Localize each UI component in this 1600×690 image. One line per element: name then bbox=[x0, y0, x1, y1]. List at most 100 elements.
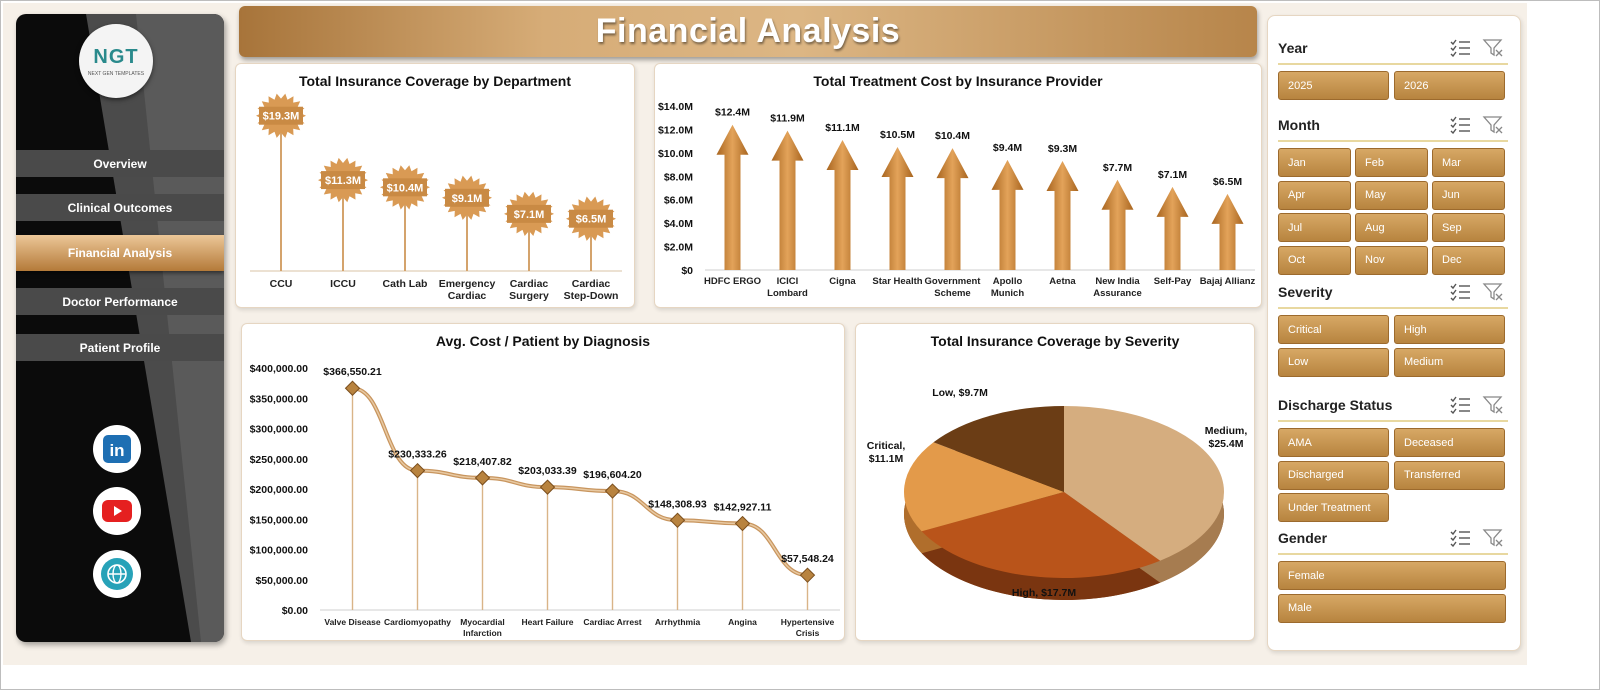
data-point-0 bbox=[344, 380, 361, 396]
slicer-item-month-feb[interactable]: Feb bbox=[1355, 148, 1428, 177]
youtube-button[interactable] bbox=[93, 487, 141, 535]
slicer-item-month-jul[interactable]: Jul bbox=[1278, 213, 1351, 242]
arrow-bar-4 bbox=[936, 148, 969, 270]
y-tick-label-5: $250,000.00 bbox=[250, 454, 309, 466]
data-label-4: $10.4M bbox=[935, 130, 970, 142]
slicer-item-year-2025[interactable]: 2025 bbox=[1278, 71, 1389, 100]
slicer-title-month: Month bbox=[1278, 117, 1320, 133]
slicer-item-discharge-status-discharged[interactable]: Discharged bbox=[1278, 460, 1389, 490]
slicer-item-discharge-status-transferred[interactable]: Transferred bbox=[1394, 460, 1505, 490]
linkedin-button[interactable]: in bbox=[93, 425, 141, 473]
pie-slice-medium bbox=[1064, 406, 1224, 561]
multi-select-icon[interactable] bbox=[1450, 396, 1472, 415]
slicer-divider bbox=[1278, 140, 1508, 142]
provider-cost-chart: $0 $2.0M $4.0M $6.0M $8.0M $10.0M $12.0M $14.0M… bbox=[658, 101, 1256, 299]
data-label-bg-3 bbox=[445, 188, 489, 207]
data-label-0: $12.4M bbox=[715, 107, 750, 119]
category-label-7: Hypertensive bbox=[781, 617, 835, 627]
nav-patient-profile[interactable]: Patient Profile bbox=[16, 334, 224, 361]
y-tick-label-8: $400,000.00 bbox=[250, 363, 309, 375]
clear-filter-icon[interactable] bbox=[1482, 529, 1504, 547]
data-point-3 bbox=[539, 479, 556, 495]
pie-label-high: High, $17.7M bbox=[1012, 587, 1076, 599]
slicer-item-severity-medium[interactable]: Medium bbox=[1394, 347, 1505, 377]
nav-doctor-performance[interactable]: Doctor Performance bbox=[16, 288, 224, 315]
category-label-0: CCU bbox=[270, 278, 293, 290]
slicer-item-month-oct[interactable]: Oct bbox=[1278, 245, 1351, 275]
dashboard-canvas: NGT NEXT GEN TEMPLATES Overview Clinical… bbox=[3, 3, 1527, 665]
slicer-item-month-aug[interactable]: Aug bbox=[1355, 213, 1428, 242]
category-label-7: Assurance bbox=[1093, 288, 1142, 299]
multi-select-icon[interactable] bbox=[1450, 283, 1472, 302]
slicer-item-month-jan[interactable]: Jan bbox=[1278, 148, 1351, 177]
slicer-item-month-sep[interactable]: Sep bbox=[1432, 213, 1505, 242]
clear-filter-icon[interactable] bbox=[1482, 283, 1504, 301]
slicer-item-month-nov[interactable]: Nov bbox=[1355, 245, 1428, 275]
slicer-item-discharge-status-under-treatment[interactable]: Under Treatment bbox=[1278, 493, 1389, 522]
slicer-panel: Year 2025 2026 Month Jan Feb Mar Apr May Jun Jul Au… bbox=[1267, 15, 1521, 651]
slicer-item-gender-female[interactable]: Female bbox=[1278, 561, 1506, 590]
clear-filter-icon[interactable] bbox=[1482, 116, 1504, 134]
slicer-title-severity: Severity bbox=[1278, 284, 1333, 300]
clear-filter-icon[interactable] bbox=[1482, 39, 1504, 57]
y-tick-label-3: $6.0M bbox=[664, 195, 693, 207]
data-label-bg-2 bbox=[383, 178, 427, 197]
series-line-highlight bbox=[352, 387, 808, 576]
category-label-2: Myocardial bbox=[460, 617, 504, 627]
data-label-7: $57,548.24 bbox=[781, 553, 834, 565]
slicer-item-severity-high[interactable]: High bbox=[1394, 315, 1505, 344]
globe-icon bbox=[101, 558, 133, 590]
slicer-item-month-apr[interactable]: Apr bbox=[1278, 180, 1351, 210]
slicer-item-month-jun[interactable]: Jun bbox=[1432, 180, 1505, 210]
data-point-2 bbox=[474, 470, 491, 486]
slicer-item-severity-low[interactable]: Low bbox=[1278, 347, 1389, 377]
page-title-banner: Financial Analysis bbox=[239, 6, 1257, 57]
slicer-item-month-may[interactable]: May bbox=[1355, 180, 1428, 210]
data-point-4 bbox=[604, 483, 621, 499]
category-label-7: Crisis bbox=[796, 628, 820, 638]
nav-clinical-outcomes[interactable]: Clinical Outcomes bbox=[16, 194, 224, 221]
multi-select-icon[interactable] bbox=[1450, 116, 1472, 135]
slicer-item-gender-male[interactable]: Male bbox=[1278, 593, 1506, 623]
clear-filter-icon[interactable] bbox=[1482, 396, 1504, 414]
category-label-8: Self-Pay bbox=[1154, 276, 1192, 287]
y-tick-label-6: $12.0M bbox=[658, 124, 693, 136]
website-button[interactable] bbox=[93, 550, 141, 598]
multi-select-icon[interactable] bbox=[1450, 39, 1472, 58]
slicer-item-month-mar[interactable]: Mar bbox=[1432, 148, 1505, 177]
arrow-bar-6 bbox=[1046, 161, 1079, 270]
data-label-1: $11.9M bbox=[770, 113, 805, 125]
diagnosis-cost-chart: $0.00 $50,000.00 $100,000.00 $150,000.00 $20… bbox=[250, 363, 840, 638]
y-tick-label-2: $100,000.00 bbox=[250, 545, 309, 557]
data-label-9: $6.5M bbox=[1213, 176, 1242, 188]
category-label-4: Surgery bbox=[509, 290, 549, 302]
category-label-6: Angina bbox=[728, 617, 757, 627]
category-label-3: Emergency bbox=[439, 278, 496, 290]
arrow-bar-1 bbox=[771, 130, 804, 270]
data-label-1: $230,333.26 bbox=[388, 449, 447, 461]
data-label-7: $7.7M bbox=[1103, 162, 1132, 174]
nav-overview[interactable]: Overview bbox=[16, 150, 224, 177]
department-coverage-chart: $19.3M CCU $11.3M ICCU $10.4M Cath Lab $9.1M Em… bbox=[250, 93, 622, 302]
slicer-item-month-dec[interactable]: Dec bbox=[1432, 245, 1505, 275]
multi-select-icon[interactable] bbox=[1450, 529, 1472, 548]
slicer-item-year-2026[interactable]: 2026 bbox=[1394, 71, 1505, 100]
data-point-1 bbox=[409, 462, 426, 479]
slicer-title-gender: Gender bbox=[1278, 530, 1328, 546]
category-label-6: Aetna bbox=[1049, 276, 1076, 287]
slicer-item-discharge-status-deceased[interactable]: Deceased bbox=[1394, 428, 1505, 457]
nav-financial-analysis[interactable]: Financial Analysis bbox=[16, 235, 224, 271]
category-label-5: Cardiac bbox=[572, 278, 611, 290]
pie-label-critical: Critical, bbox=[867, 440, 906, 452]
page-title: Financial Analysis bbox=[595, 12, 901, 50]
category-label-5: Arrhythmia bbox=[655, 617, 701, 627]
y-tick-label-7: $350,000.00 bbox=[250, 393, 309, 405]
data-label-0: $366,550.21 bbox=[323, 366, 382, 378]
pie-slice-low bbox=[933, 406, 1064, 492]
slicer-item-severity-critical[interactable]: Critical bbox=[1278, 315, 1389, 344]
category-label-1: Lombard bbox=[767, 288, 808, 299]
series-line bbox=[350, 386, 810, 578]
slicer-item-discharge-status-ama[interactable]: AMA bbox=[1278, 428, 1389, 457]
data-label-bg-0 bbox=[259, 106, 303, 125]
